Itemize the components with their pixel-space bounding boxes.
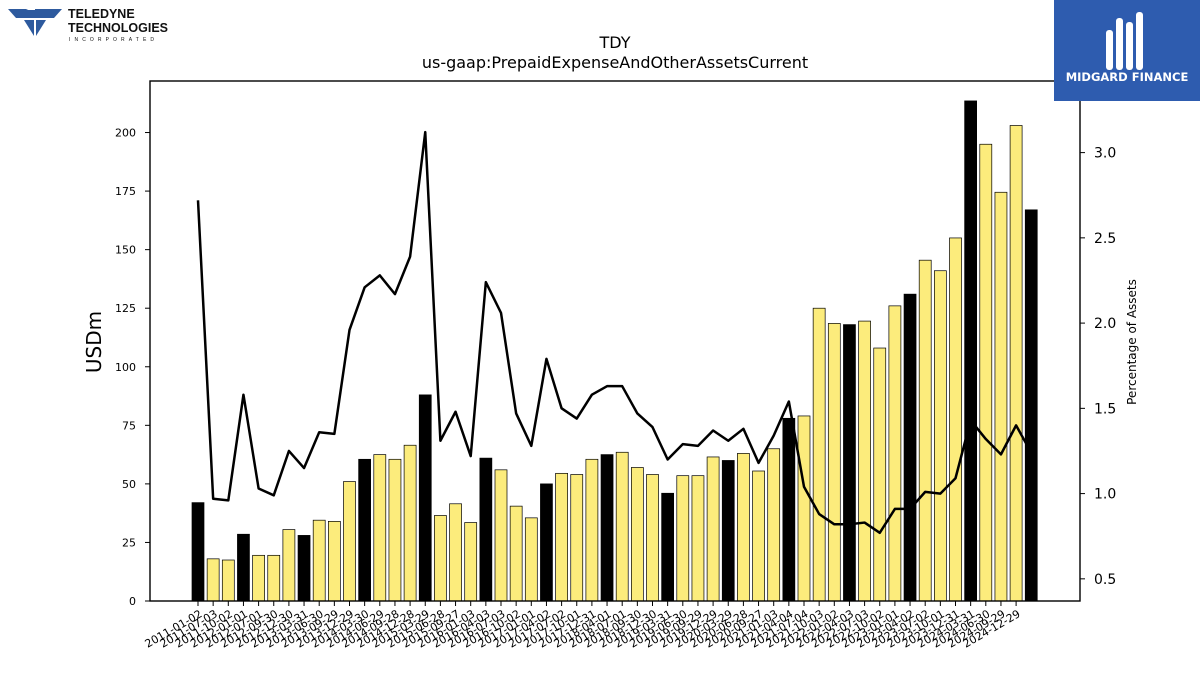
bar xyxy=(949,237,962,602)
bar xyxy=(646,474,659,602)
bar xyxy=(979,143,993,602)
bar xyxy=(752,470,765,602)
y-tick-label: 200 xyxy=(115,127,136,140)
bar xyxy=(737,453,750,602)
bar xyxy=(237,533,250,602)
bar xyxy=(585,458,599,602)
bar xyxy=(797,415,811,602)
y2-tick-label: 2.5 xyxy=(1094,231,1116,247)
y2-tick-label: 0.5 xyxy=(1094,572,1116,588)
percentage-line-layer xyxy=(196,130,1033,535)
bar xyxy=(615,451,629,602)
bar xyxy=(312,519,326,602)
bar xyxy=(600,454,614,602)
bar xyxy=(858,320,871,602)
bar xyxy=(252,554,265,602)
bar xyxy=(267,554,281,602)
y2-axis-label: Percentage of Assets xyxy=(1125,279,1139,405)
y-tick-label: 25 xyxy=(122,536,136,549)
bars-layer xyxy=(191,100,1038,602)
bar xyxy=(1009,125,1023,602)
y-tick-label: 125 xyxy=(115,302,136,315)
bar xyxy=(812,307,826,602)
bar xyxy=(630,467,644,602)
y2-tick-label: 1.0 xyxy=(1094,487,1116,503)
chart-subtitle: us-gaap:PrepaidExpenseAndOtherAssetsCurr… xyxy=(422,53,808,72)
bar xyxy=(540,483,553,602)
midgard-emblem-icon xyxy=(1106,12,1143,70)
y2-tick-label: 2.0 xyxy=(1094,316,1116,332)
bar xyxy=(691,475,705,602)
bar xyxy=(343,481,356,602)
chart-title: TDY xyxy=(599,33,631,52)
bar xyxy=(1024,209,1038,602)
bar xyxy=(873,347,887,602)
bar xyxy=(479,457,493,602)
teledyne-line1: TELEDYNE xyxy=(68,7,135,21)
bar xyxy=(827,323,841,602)
bar xyxy=(570,474,584,602)
axes-layer: 0 25 50 75 100 125 150 175 200 0.5 1.0 1.5 2.0 2.5 3.0… xyxy=(115,80,1116,651)
teledyne-logo: TELEDYNE TECHNOLOGIES INCORPORATED xyxy=(8,6,168,43)
y-tick-label: 75 xyxy=(122,419,136,432)
bar xyxy=(464,522,478,602)
teledyne-emblem-icon xyxy=(8,6,62,36)
bar xyxy=(297,535,311,602)
y-axis-label: USDm xyxy=(82,311,106,373)
bar xyxy=(509,505,523,602)
bar xyxy=(676,475,690,602)
teledyne-line2: TECHNOLOGIES xyxy=(68,21,168,35)
bar xyxy=(706,456,720,602)
bar xyxy=(721,460,735,602)
y-tick-label: 150 xyxy=(115,244,136,257)
bar xyxy=(449,503,462,602)
bar xyxy=(373,454,387,602)
midgard-finance-logo: MIDGARD FINANCE xyxy=(1054,0,1200,101)
bar xyxy=(843,324,856,602)
bar xyxy=(661,492,675,602)
y-tick-label: 50 xyxy=(122,478,136,491)
bar xyxy=(782,417,796,602)
midgard-finance-text: MIDGARD FINANCE xyxy=(1066,70,1189,84)
bar xyxy=(358,458,371,602)
bar xyxy=(191,502,205,602)
bar xyxy=(524,517,538,602)
bar xyxy=(328,521,341,602)
y-tick-label: 100 xyxy=(115,361,136,374)
bar xyxy=(555,472,568,602)
y2-tick-label: 3.0 xyxy=(1094,146,1116,162)
bar xyxy=(282,529,296,602)
bar xyxy=(933,270,947,602)
bar xyxy=(494,469,508,602)
bar xyxy=(206,558,220,602)
y-tick-label: 175 xyxy=(115,185,136,198)
bar xyxy=(964,100,978,602)
bar xyxy=(903,293,917,602)
bar xyxy=(221,559,235,602)
bar xyxy=(388,458,402,602)
bar xyxy=(767,448,781,602)
bar xyxy=(434,515,447,602)
bar xyxy=(918,259,932,602)
teledyne-line3: INCORPORATED xyxy=(69,37,158,43)
percentage-line xyxy=(196,130,1033,535)
bar xyxy=(888,305,902,602)
bar xyxy=(418,394,432,602)
y-tick-label: 0 xyxy=(129,595,136,608)
bar xyxy=(403,444,417,602)
bar xyxy=(994,191,1008,602)
plot-frame xyxy=(149,80,1081,602)
y2-tick-label: 1.5 xyxy=(1094,401,1116,417)
